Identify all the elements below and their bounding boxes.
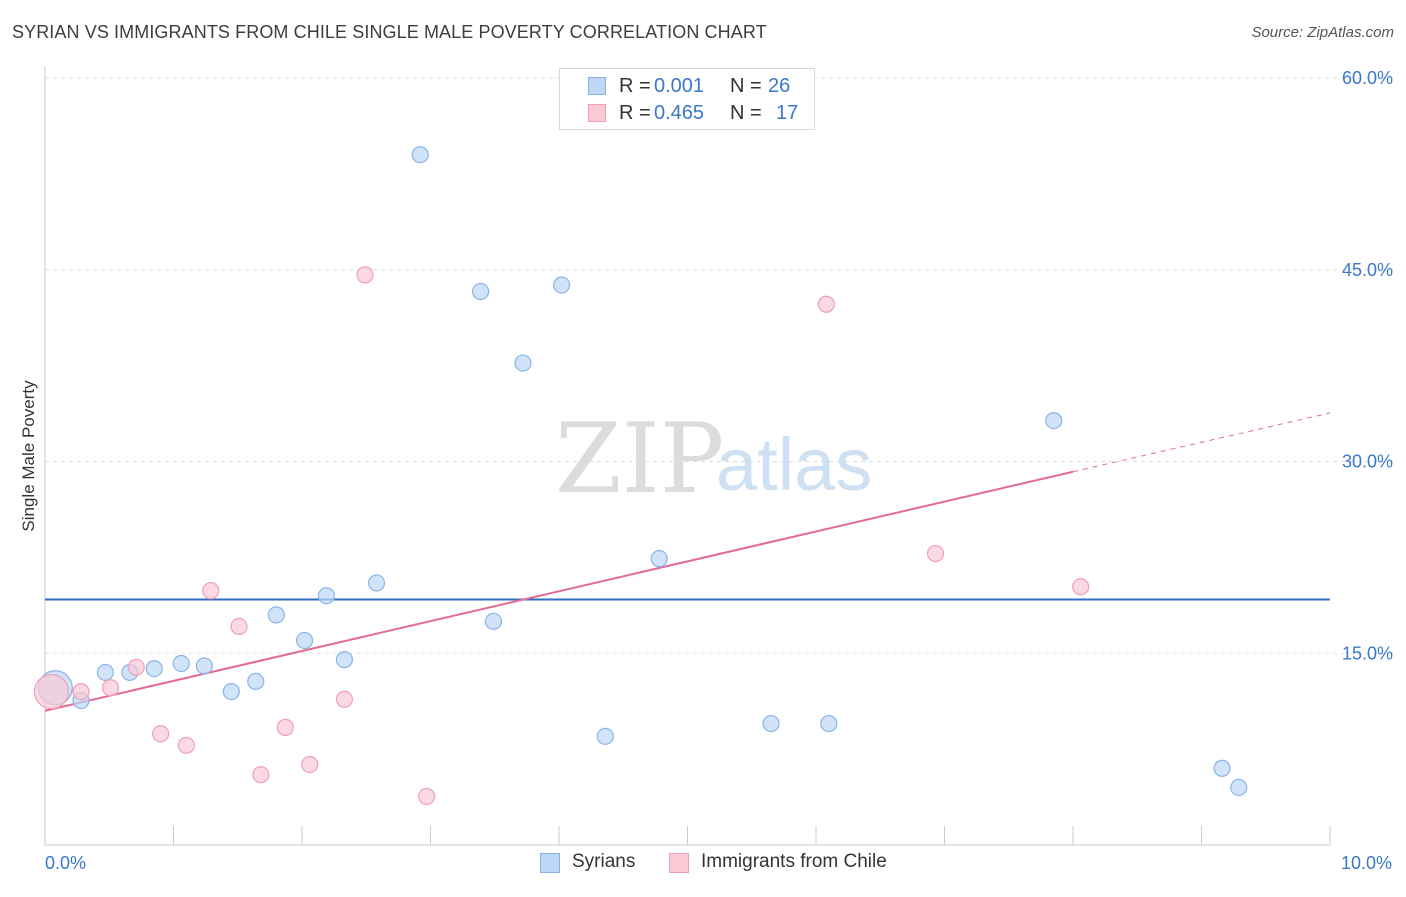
syrians-point <box>472 282 490 301</box>
syrians-point <box>484 612 503 630</box>
y-tick-label: 15.0% <box>1342 643 1393 663</box>
chile-point <box>335 690 354 708</box>
syrians-point <box>335 651 354 669</box>
syrians-point <box>411 146 429 164</box>
syrians-point <box>1213 759 1231 777</box>
syrians-point <box>1230 778 1248 797</box>
chile-trendline <box>44 470 1074 712</box>
chile-point <box>202 582 220 600</box>
chile-point <box>127 658 145 676</box>
trendlines <box>44 412 1331 712</box>
chile-legend-swatch <box>669 853 689 873</box>
chile-point <box>252 766 270 784</box>
chile-point <box>33 673 70 710</box>
syrians-point <box>195 657 213 675</box>
syrians-point <box>267 606 285 624</box>
n-value: 17 <box>776 102 799 124</box>
n-label: N = <box>730 102 762 124</box>
syrians-legend-swatch <box>540 853 560 873</box>
chile-swatch <box>588 104 606 122</box>
y-tick-label: 45.0% <box>1342 260 1393 280</box>
syrians-point <box>222 682 240 701</box>
y-tick-label: 60.0% <box>1342 68 1393 88</box>
tick-labels: 15.0% 30.0% 45.0% 60.0% 0.0% 10.0% <box>45 68 1393 873</box>
chile-point <box>356 266 374 284</box>
syrians-point <box>1045 411 1063 430</box>
syrians-point <box>317 587 336 605</box>
syrians-point <box>552 276 571 294</box>
chile-legend-label: Immigrants from Chile <box>701 851 887 872</box>
syrians-point <box>96 663 114 682</box>
x-tick-label: 10.0% <box>1341 853 1392 873</box>
syrians-legend-label: Syrians <box>572 851 636 872</box>
syrians-point <box>514 354 532 372</box>
y-axis-label: Single Male Poverty <box>19 380 38 532</box>
syrians-point <box>295 631 314 650</box>
syrians-point <box>367 574 386 592</box>
chile-point <box>1072 578 1090 596</box>
stats-legend: R = 0.001 N = 26 R = 0.465 N = 17 <box>559 68 815 130</box>
n-label: N = <box>730 75 762 97</box>
chile-point <box>101 679 120 697</box>
chart-title: SYRIAN VS IMMIGRANTS FROM CHILE SINGLE M… <box>12 22 767 42</box>
axes <box>44 66 1331 846</box>
syrians-point <box>762 714 780 733</box>
chile-point <box>301 755 319 774</box>
syrians-point <box>172 654 190 673</box>
r-value: 0.465 <box>654 102 705 124</box>
watermark-atlas: atlas <box>716 423 872 506</box>
chile-trendline-extension <box>1072 412 1331 473</box>
syrians-point <box>145 659 163 678</box>
r-label: R = <box>619 102 651 124</box>
chile-point <box>230 617 248 636</box>
chile-point <box>177 736 195 754</box>
chile-point <box>72 682 90 701</box>
syrians-point <box>596 727 614 745</box>
chile-point <box>152 725 170 743</box>
grid-lines <box>45 77 1393 654</box>
y-tick-label: 30.0% <box>1342 452 1393 472</box>
chile-point <box>418 787 436 806</box>
n-value: 26 <box>768 75 791 97</box>
syrians-point <box>650 550 668 568</box>
x-tick-label: 0.0% <box>45 853 86 873</box>
source-label: Source: ZipAtlas.com <box>1251 24 1394 41</box>
chile-point <box>817 295 835 313</box>
syrians-swatch <box>588 77 606 95</box>
watermark: ZIP atlas <box>555 403 872 515</box>
syrians-point <box>247 672 265 690</box>
r-label: R = <box>619 75 651 97</box>
data-points <box>33 146 1248 806</box>
watermark-zip: ZIP <box>555 403 724 515</box>
r-value: 0.001 <box>654 75 705 97</box>
chile-point <box>926 544 945 563</box>
syrians-point <box>820 714 838 733</box>
chile-point <box>276 718 294 736</box>
